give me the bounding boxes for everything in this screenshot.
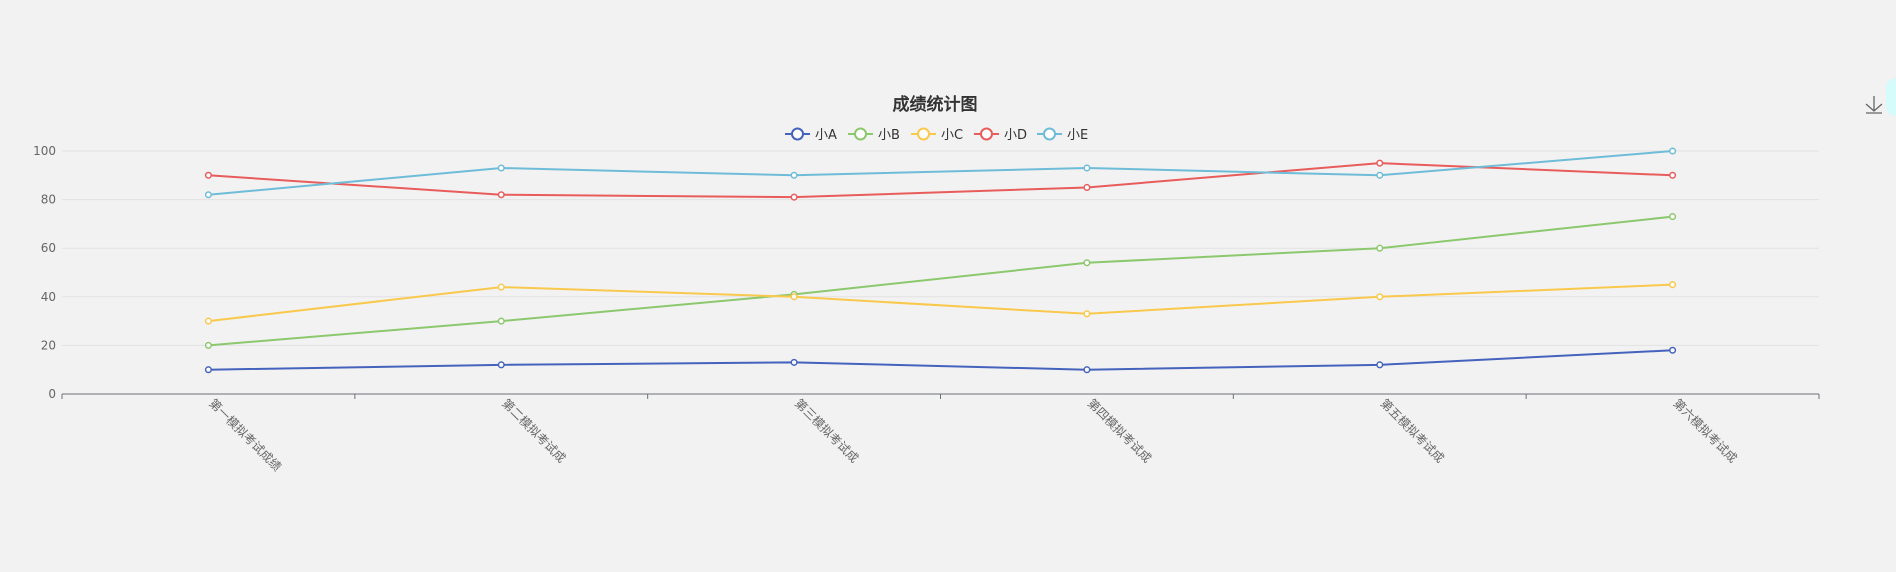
data-point[interactable] xyxy=(1083,183,1091,191)
data-point[interactable] xyxy=(1376,171,1384,179)
data-point[interactable] xyxy=(1083,310,1091,318)
x-tick-label: 第二模拟考试成 xyxy=(499,396,569,466)
data-point[interactable] xyxy=(204,171,212,179)
x-tick-label: 第四模拟考试成 xyxy=(1085,396,1155,466)
legend-item[interactable]: 小D xyxy=(974,127,1027,143)
data-point[interactable] xyxy=(497,361,505,369)
data-point[interactable] xyxy=(204,341,212,349)
legend-item[interactable]: 小A xyxy=(785,127,837,143)
data-point[interactable] xyxy=(1376,361,1384,369)
data-point[interactable] xyxy=(790,171,798,179)
data-point[interactable] xyxy=(204,366,212,374)
series-line xyxy=(208,215,1673,347)
series-line xyxy=(208,349,1673,371)
data-point[interactable] xyxy=(1669,147,1677,155)
series-4 xyxy=(204,147,1677,199)
legend-marker xyxy=(917,127,930,141)
data-point[interactable] xyxy=(1083,164,1091,172)
data-point[interactable] xyxy=(497,164,505,172)
data-point[interactable] xyxy=(497,283,505,291)
data-point[interactable] xyxy=(204,317,212,325)
download-icon xyxy=(1865,96,1883,114)
series-line xyxy=(208,162,1673,199)
legend-marker xyxy=(854,127,867,141)
data-point[interactable] xyxy=(1669,346,1677,354)
legend-item[interactable]: 小C xyxy=(911,127,963,143)
data-point[interactable] xyxy=(1669,171,1677,179)
data-point[interactable] xyxy=(497,191,505,199)
legend-label: 小D xyxy=(1004,128,1027,143)
legend-label: 小A xyxy=(815,128,837,143)
data-point[interactable] xyxy=(1083,259,1091,267)
legend-marker xyxy=(791,127,804,141)
corner-accent xyxy=(1886,78,1896,116)
series-line xyxy=(208,150,1673,196)
y-tick-label: 20 xyxy=(41,338,56,352)
data-point[interactable] xyxy=(1669,281,1677,289)
x-tick-label: 第五模拟考试成 xyxy=(1378,396,1448,466)
x-tick-label: 第一模拟考试成绩 xyxy=(206,396,284,474)
data-point[interactable] xyxy=(1669,213,1677,221)
data-point[interactable] xyxy=(790,358,798,366)
legend-label: 小B xyxy=(878,128,900,143)
download-button[interactable] xyxy=(1862,92,1886,116)
y-tick-label: 60 xyxy=(41,241,56,255)
series-0 xyxy=(204,346,1677,374)
legend-marker xyxy=(980,127,993,141)
series-line xyxy=(208,283,1673,323)
y-tick-label: 40 xyxy=(41,290,56,304)
y-tick-label: 100 xyxy=(33,144,56,158)
legend-marker xyxy=(1043,127,1056,141)
series-2 xyxy=(204,281,1677,325)
data-point[interactable] xyxy=(790,293,798,301)
chart-title: 成绩统计图 xyxy=(893,94,978,115)
data-point[interactable] xyxy=(204,191,212,199)
data-point[interactable] xyxy=(1376,244,1384,252)
data-point[interactable] xyxy=(1083,366,1091,374)
legend-item[interactable]: 小E xyxy=(1037,127,1088,143)
y-tick-label: 80 xyxy=(41,193,56,207)
legend-label: 小E xyxy=(1067,128,1088,143)
data-point[interactable] xyxy=(497,317,505,325)
legend-item[interactable]: 小B xyxy=(848,127,900,143)
data-point[interactable] xyxy=(790,193,798,201)
data-point[interactable] xyxy=(1376,159,1384,167)
series-layer xyxy=(204,147,1677,374)
y-tick-label: 0 xyxy=(48,387,56,401)
legend-label: 小C xyxy=(941,128,963,143)
legend: 小A 小B 小C 小D 小E xyxy=(785,127,1088,143)
data-point[interactable] xyxy=(1376,293,1384,301)
x-tick-label: 第六模拟考试成 xyxy=(1670,396,1740,466)
x-tick-label: 第三模拟考试成 xyxy=(792,396,862,466)
series-1 xyxy=(204,213,1677,349)
series-3 xyxy=(204,159,1677,201)
grid-lines xyxy=(62,150,1819,346)
